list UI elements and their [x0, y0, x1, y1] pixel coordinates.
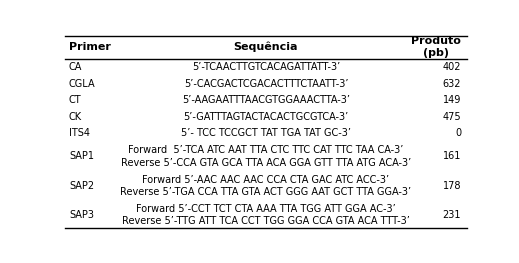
Text: SAP2: SAP2: [69, 181, 94, 191]
Text: Forward  5’-TCA ATC AAT TTA CTC TTC CAT TTC TAA CA-3’: Forward 5’-TCA ATC AAT TTA CTC TTC CAT T…: [128, 145, 404, 155]
Text: 5’-CACGACTCGACACTTTCTAATT-3’: 5’-CACGACTCGACACTTTCTAATT-3’: [184, 79, 348, 89]
Text: CA: CA: [69, 62, 83, 72]
Text: ITS4: ITS4: [69, 128, 90, 138]
Text: 402: 402: [443, 62, 461, 72]
Text: SAP1: SAP1: [69, 151, 94, 161]
Text: 632: 632: [443, 79, 461, 89]
Text: 149: 149: [443, 95, 461, 105]
Text: Reverse 5’-TGA CCA TTA GTA ACT GGG AAT GCT TTA GGA-3’: Reverse 5’-TGA CCA TTA GTA ACT GGG AAT G…: [120, 187, 412, 197]
Text: Primer: Primer: [69, 42, 111, 52]
Text: 5’-GATTTAGTACTACACTGCGTCA-3’: 5’-GATTTAGTACTACACTGCGTCA-3’: [183, 112, 349, 122]
Text: Forward 5’-CCT TCT CTA AAA TTA TGG ATT GGA AC-3’: Forward 5’-CCT TCT CTA AAA TTA TGG ATT G…: [136, 204, 396, 214]
Text: 475: 475: [442, 112, 461, 122]
Text: Reverse 5’-TTG ATT TCA CCT TGG GGA CCA GTA ACA TTT-3’: Reverse 5’-TTG ATT TCA CCT TGG GGA CCA G…: [122, 216, 410, 226]
Text: 5’- TCC TCCGCT TAT TGA TAT GC-3’: 5’- TCC TCCGCT TAT TGA TAT GC-3’: [181, 128, 351, 138]
Text: 5’-AAGAATTTAACGTGGAAACTTA-3’: 5’-AAGAATTTAACGTGGAAACTTA-3’: [182, 95, 350, 105]
Text: CGLA: CGLA: [69, 79, 95, 89]
Text: 0: 0: [455, 128, 461, 138]
Text: 161: 161: [443, 151, 461, 161]
Text: Forward 5’-AAC AAC AAC CCA CTA GAC ATC ACC-3’: Forward 5’-AAC AAC AAC CCA CTA GAC ATC A…: [142, 175, 390, 185]
Text: 178: 178: [443, 181, 461, 191]
Text: 231: 231: [443, 210, 461, 220]
Text: 5’-TCAACTTGTCACAGATTATT-3’: 5’-TCAACTTGTCACAGATTATT-3’: [192, 62, 340, 72]
Text: CK: CK: [69, 112, 82, 122]
Text: Reverse 5’-CCA GTA GCA TTA ACA GGA GTT TTA ATG ACA-3’: Reverse 5’-CCA GTA GCA TTA ACA GGA GTT T…: [121, 158, 411, 168]
Text: SAP3: SAP3: [69, 210, 94, 220]
Text: CT: CT: [69, 95, 81, 105]
Text: Produto
(pb): Produto (pb): [411, 36, 461, 58]
Text: Sequência: Sequência: [234, 42, 298, 52]
